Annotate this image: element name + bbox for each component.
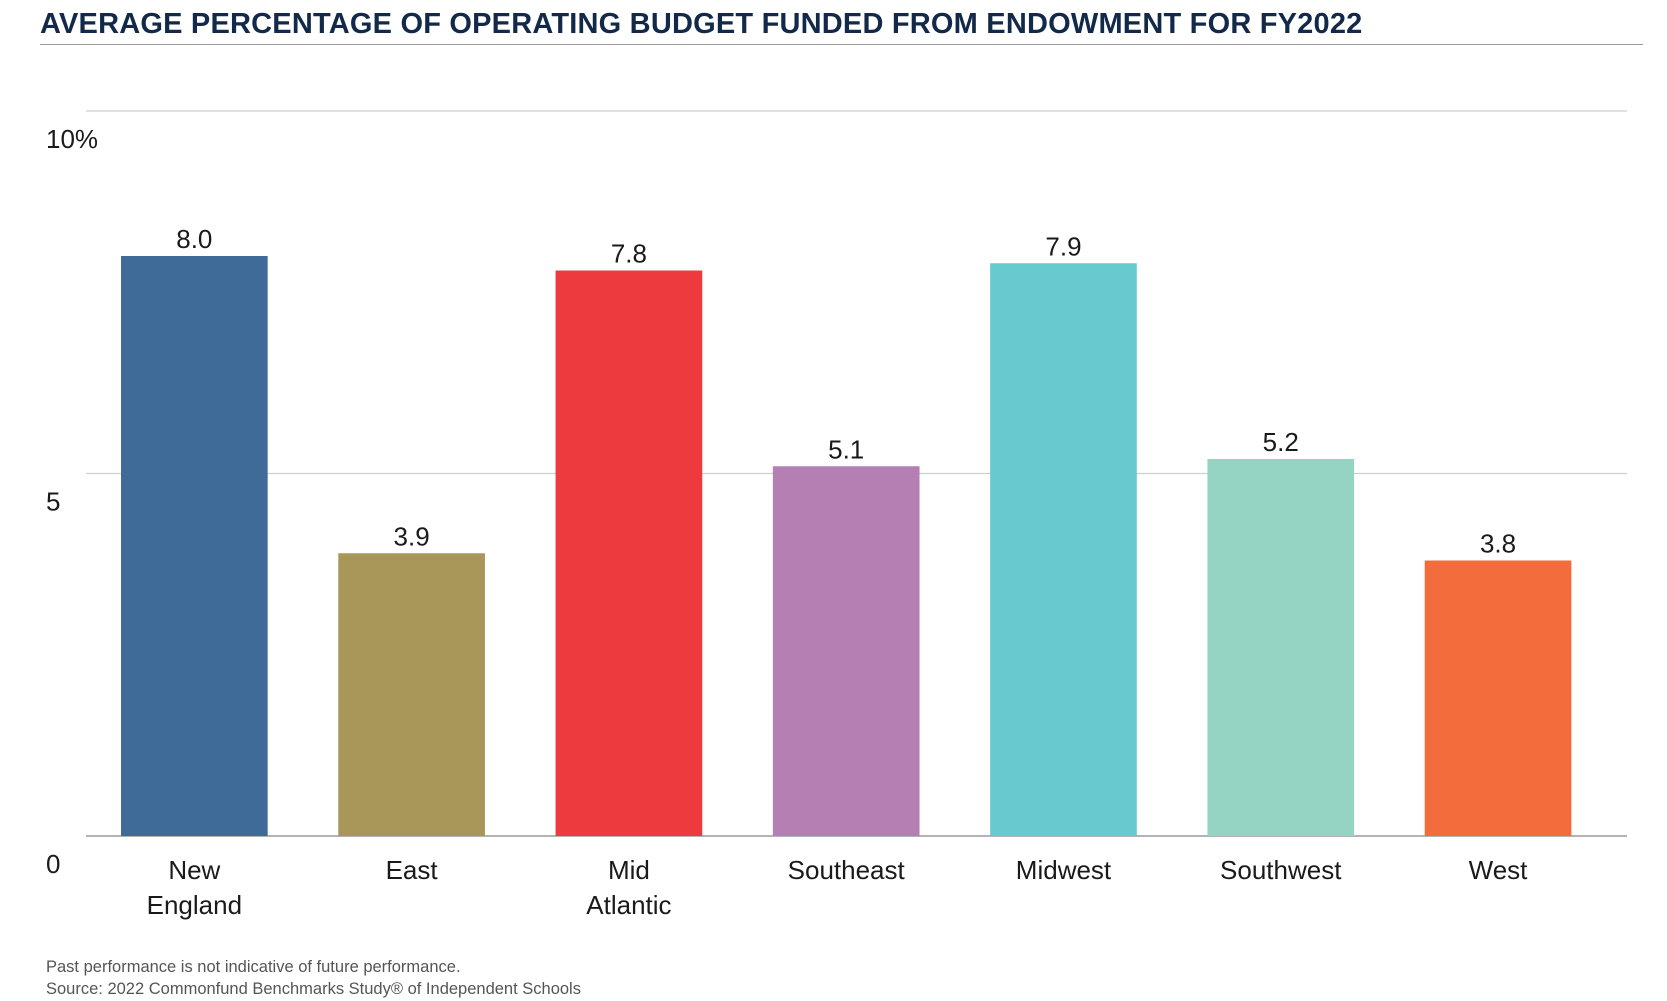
title-divider xyxy=(40,44,1643,45)
footnotes: Past performance is not indicative of fu… xyxy=(46,956,581,1000)
category-label: England xyxy=(147,890,242,920)
bars xyxy=(121,256,1572,836)
value-label: 8.0 xyxy=(176,224,212,254)
category-label: New xyxy=(168,855,220,885)
bar-southeast xyxy=(772,466,920,836)
category-label: Southeast xyxy=(788,855,906,885)
chart-title: AVERAGE PERCENTAGE OF OPERATING BUDGET F… xyxy=(40,8,1363,40)
category-label: Southwest xyxy=(1220,855,1342,885)
value-labels: 8.0 3.9 7.8 5.1 7.9 5.2 3.8 xyxy=(176,224,1516,559)
disclaimer-note: Past performance is not indicative of fu… xyxy=(46,958,461,976)
y-tick-label: 5 xyxy=(46,487,60,517)
category-label: Midwest xyxy=(1016,855,1112,885)
bar-east xyxy=(338,553,485,836)
bar-chart: 0 5 10% 8.0 3.9 7.8 5.1 7.9 5.2 3.8 New England Ea… xyxy=(46,110,1627,920)
bar-southwest xyxy=(1207,459,1355,836)
bar-west xyxy=(1424,560,1572,836)
value-label: 3.9 xyxy=(394,521,430,551)
source-note: Source: 2022 Commonfund Benchmarks Study… xyxy=(46,980,581,998)
value-label: 3.8 xyxy=(1480,529,1516,559)
category-label: West xyxy=(1469,855,1529,885)
y-axis-ticks: 0 5 10% xyxy=(46,124,98,879)
y-tick-label: 10% xyxy=(46,124,98,154)
category-label: East xyxy=(386,855,439,885)
y-tick-label: 0 xyxy=(46,849,60,879)
value-label: 5.1 xyxy=(828,434,864,464)
bar-midwest xyxy=(990,263,1137,836)
bar-new-england xyxy=(121,256,268,836)
bar-mid-atlantic xyxy=(555,270,703,836)
value-label: 7.9 xyxy=(1045,231,1081,261)
category-label: Mid xyxy=(608,855,650,885)
value-label: 7.8 xyxy=(611,239,647,269)
value-label: 5.2 xyxy=(1263,427,1299,457)
x-axis-labels: New England East Mid Atlantic Southeast Midwes… xyxy=(147,855,1529,920)
category-label: Atlantic xyxy=(586,890,671,920)
